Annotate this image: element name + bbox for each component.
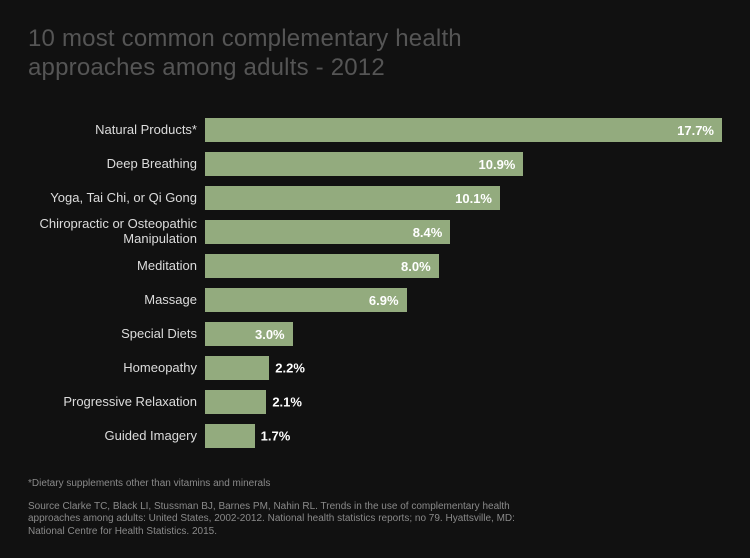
bar-chart: Natural Products* 17.7% Deep Breathing 10.9… (28, 118, 722, 456)
bar-category-label: Meditation (28, 259, 205, 274)
bar-row: Massage 6.9% (28, 288, 722, 312)
bar-category-label: Deep Breathing (28, 157, 205, 172)
bar-value-label: 8.0% (401, 259, 439, 274)
bar-track: 10.1% (205, 186, 722, 210)
bar: 17.7% (205, 118, 722, 142)
bar: 10.9% (205, 152, 523, 176)
footnote-source-line: approaches among adults: United States, … (28, 513, 722, 526)
bar-value-label: 10.1% (455, 191, 500, 206)
bar: 6.9% (205, 288, 407, 312)
bar-track: 2.2% (205, 356, 722, 380)
bar-row: Yoga, Tai Chi, or Qi Gong 10.1% (28, 186, 722, 210)
bar-value-label: 2.2% (269, 361, 305, 376)
bar-category-label: Guided Imagery (28, 429, 205, 444)
bar-track: 10.9% (205, 152, 722, 176)
bar: 8.0% (205, 254, 439, 278)
bar: 8.4% (205, 220, 450, 244)
bar-track: 1.7% (205, 424, 722, 448)
bar-value-label: 17.7% (677, 123, 722, 138)
bar-category-label: Progressive Relaxation (28, 395, 205, 410)
bar-category-label: Natural Products* (28, 123, 205, 138)
bar: 2.1% (205, 390, 266, 414)
bar-value-label: 2.1% (266, 395, 302, 410)
bar-row: Homeopathy2.2% (28, 356, 722, 380)
bar-track: 8.0% (205, 254, 722, 278)
bar: 3.0% (205, 322, 293, 346)
bar-row: Natural Products* 17.7% (28, 118, 722, 142)
bar-row: Special Diets 3.0% (28, 322, 722, 346)
bar-track: 17.7% (205, 118, 722, 142)
bar: 10.1% (205, 186, 500, 210)
footnote-source-line: Source Clarke TC, Black LI, Stussman BJ,… (28, 501, 722, 514)
bar-track: 8.4% (205, 220, 722, 244)
bar-row: Progressive Relaxation2.1% (28, 390, 722, 414)
bar-track: 3.0% (205, 322, 722, 346)
bar-category-label: Homeopathy (28, 361, 205, 376)
footnote-dietary: *Dietary supplements other than vitamins… (28, 478, 722, 491)
chart-title-line: approaches among adults - 2012 (28, 53, 722, 82)
bar-value-label: 1.7% (255, 429, 291, 444)
chart-title-line: 10 most common complementary health (28, 24, 722, 53)
bar-value-label: 6.9% (369, 293, 407, 308)
bar-category-label: Massage (28, 293, 205, 308)
bar-value-label: 3.0% (255, 327, 293, 342)
bar-category-label: Special Diets (28, 327, 205, 342)
footnotes: *Dietary supplements other than vitamins… (28, 478, 722, 538)
bar-value-label: 8.4% (413, 225, 451, 240)
bar-category-label: Yoga, Tai Chi, or Qi Gong (28, 191, 205, 206)
bar-row: Deep Breathing 10.9% (28, 152, 722, 176)
bar-track: 2.1% (205, 390, 722, 414)
chart-title: 10 most common complementary healthappro… (28, 24, 722, 83)
bar-track: 6.9% (205, 288, 722, 312)
bar-row: Chiropractic or OsteopathicManipulation 8… (28, 220, 722, 244)
footnote-source-line: National Centre for Health Statistics. 2… (28, 526, 722, 539)
bar-category-label: Chiropractic or OsteopathicManipulation (28, 217, 205, 246)
chart-canvas: 10 most common complementary healthappro… (0, 0, 750, 558)
bar-value-label: 10.9% (479, 157, 524, 172)
bar-row: Meditation 8.0% (28, 254, 722, 278)
bar: 1.7% (205, 424, 255, 448)
bar-row: Guided Imagery1.7% (28, 424, 722, 448)
bar: 2.2% (205, 356, 269, 380)
